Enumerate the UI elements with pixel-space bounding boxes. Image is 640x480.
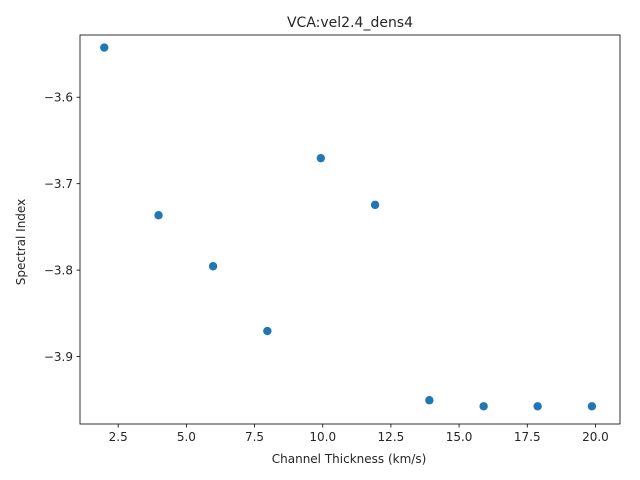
x-tick-label: 17.5	[514, 430, 541, 444]
data-point	[370, 200, 380, 210]
y-tick-label: −3.7	[44, 177, 73, 191]
y-axis-label: Spectral Index	[14, 199, 28, 285]
x-tick-label: 2.5	[109, 430, 128, 444]
y-tick-label: −3.9	[44, 350, 73, 364]
data-point	[533, 402, 542, 411]
y-tick-label: −3.6	[44, 91, 73, 105]
y-axis: −3.6 −3.7 −3.8 −3.9	[44, 91, 80, 364]
data-point	[263, 326, 272, 336]
data-point	[100, 43, 109, 52]
x-tick-label: 10.0	[309, 430, 336, 444]
data-point	[316, 153, 326, 163]
plot-area	[79, 34, 621, 425]
x-tick-label: 20.0	[582, 430, 609, 444]
data-point	[425, 396, 434, 405]
x-axis-label: Channel Thickness (km/s)	[272, 452, 427, 466]
chart-title: VCA:vel2.4_dens4	[287, 15, 413, 31]
data-point	[208, 262, 218, 271]
x-axis: 2.5 5.0 7.5 10.0 12.5 15.0 17.5 20.0	[109, 424, 609, 444]
plot-frame	[79, 34, 621, 425]
data-series	[100, 43, 597, 411]
x-tick-label: 5.0	[177, 430, 196, 444]
x-tick-label: 12.5	[378, 430, 405, 444]
y-tick-label: −3.8	[44, 264, 73, 278]
data-point	[587, 402, 597, 411]
x-tick-label: 15.0	[446, 430, 473, 444]
x-tick-label: 7.5	[245, 430, 264, 444]
data-point	[154, 211, 163, 220]
data-point	[479, 402, 488, 411]
